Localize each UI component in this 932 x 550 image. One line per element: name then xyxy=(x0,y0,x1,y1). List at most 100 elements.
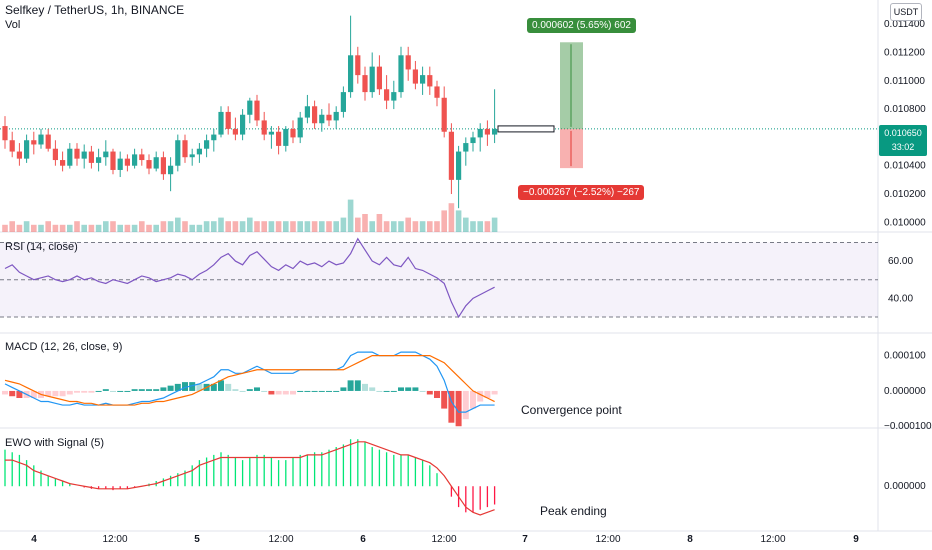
macd-histogram-bar xyxy=(218,380,224,391)
candle-body xyxy=(38,134,44,145)
macd-histogram-bar xyxy=(210,383,217,391)
candle-body xyxy=(427,75,433,87)
volume-bar xyxy=(16,224,23,232)
volume-bar xyxy=(261,221,267,232)
macd-histogram-bar xyxy=(131,389,138,391)
macd-histogram-bar xyxy=(110,390,116,392)
symbol-title: Selfkey / TetherUS, 1h, BINANCE xyxy=(5,3,185,17)
macd-histogram-bar xyxy=(426,390,433,395)
macd-histogram-bar xyxy=(74,390,80,393)
candle-body xyxy=(290,128,296,138)
volume-bar xyxy=(491,217,498,232)
rsi-tick: 60.00 xyxy=(888,256,913,267)
volume-bar xyxy=(52,224,59,232)
macd-histogram-bar xyxy=(354,380,361,391)
volume-bar xyxy=(131,224,138,232)
time-tick: 12:00 xyxy=(102,534,127,545)
macd-histogram-bar xyxy=(462,390,469,420)
macd-histogram-bar xyxy=(304,390,311,392)
macd-histogram-bar xyxy=(167,385,174,391)
macd-histogram-bar xyxy=(448,390,455,423)
candle-body xyxy=(319,114,325,124)
macd-histogram-bar xyxy=(117,390,124,392)
volume-bar xyxy=(412,221,419,232)
ewo-tick: 0.000000 xyxy=(884,481,926,492)
price-tick: 0.010200 xyxy=(884,189,926,200)
volume-bar xyxy=(333,221,339,232)
volume-bar xyxy=(340,217,347,232)
candle-body xyxy=(153,157,159,169)
volume-bar xyxy=(434,221,440,232)
macd-histogram-bar xyxy=(297,390,304,392)
candle-body xyxy=(268,131,274,135)
volume-bar xyxy=(254,221,260,232)
candle-body xyxy=(391,92,397,101)
candle-body xyxy=(232,128,238,135)
volume-bar xyxy=(175,217,181,232)
macd-histogram-bar xyxy=(9,390,16,397)
candle-body xyxy=(441,97,447,132)
stop-label: −0.000267 (−2.52%) −267 xyxy=(518,185,645,200)
macd-histogram-bar xyxy=(45,390,52,397)
volume-bar xyxy=(470,221,476,232)
candle-body xyxy=(304,106,310,118)
volume-bar xyxy=(391,221,397,232)
candle-body xyxy=(60,160,66,166)
candle-body xyxy=(117,158,123,170)
time-tick: 12:00 xyxy=(595,534,620,545)
candle-body xyxy=(405,55,411,70)
candle-body xyxy=(340,92,346,112)
volume-bar xyxy=(239,221,246,232)
candle-body xyxy=(434,86,440,98)
volume-bar xyxy=(23,221,30,232)
macd-histogram-bar xyxy=(441,390,448,409)
ewo-signal-line xyxy=(5,441,495,516)
candle-body xyxy=(283,128,289,146)
volume-bar xyxy=(297,221,303,232)
candle-body xyxy=(168,165,174,175)
time-tick: 5 xyxy=(194,534,200,545)
candle-body xyxy=(225,111,231,129)
macd-histogram-bar xyxy=(88,390,95,393)
macd-histogram-bar xyxy=(146,389,152,391)
volume-bar xyxy=(95,224,102,232)
candle-body xyxy=(254,100,260,121)
macd-histogram-bar xyxy=(470,390,476,409)
volume-bar xyxy=(189,224,195,232)
ewo-annotation: Peak ending xyxy=(540,504,607,518)
macd-histogram-bar xyxy=(66,390,73,395)
price-tick: 0.011000 xyxy=(884,76,925,87)
volume-bar xyxy=(304,221,311,232)
candle-body xyxy=(175,140,181,166)
candle-body xyxy=(146,160,152,169)
candle-body xyxy=(24,140,30,159)
macd-histogram-bar xyxy=(138,389,145,391)
candle-body xyxy=(88,151,94,163)
volume-bar xyxy=(247,217,253,232)
candle-body xyxy=(196,148,202,155)
volume-bar xyxy=(38,224,44,232)
volume-bar xyxy=(74,221,80,232)
candle-body xyxy=(463,143,469,152)
time-tick: 9 xyxy=(853,534,859,545)
macd-histogram-bar xyxy=(455,390,462,427)
macd-histogram-bar xyxy=(434,390,440,398)
macd-histogram-bar xyxy=(196,383,203,391)
candle-body xyxy=(67,148,73,166)
macd-histogram-bar xyxy=(484,390,491,398)
volume-bar xyxy=(369,221,375,232)
macd-tick: −0.000100 xyxy=(884,421,932,432)
currency-badge[interactable]: USDT xyxy=(890,3,922,21)
volume-bar xyxy=(67,224,73,232)
countdown: 33:02 xyxy=(891,142,915,152)
candle-body xyxy=(204,140,210,149)
volume-bar xyxy=(2,224,8,232)
macd-histogram-bar xyxy=(390,390,397,392)
candle-body xyxy=(9,140,15,152)
rsi-line xyxy=(4,237,495,319)
candle-body xyxy=(312,106,318,124)
volume-bar xyxy=(232,221,239,232)
volume-bar xyxy=(110,221,116,232)
macd-histogram-bar xyxy=(239,390,246,392)
